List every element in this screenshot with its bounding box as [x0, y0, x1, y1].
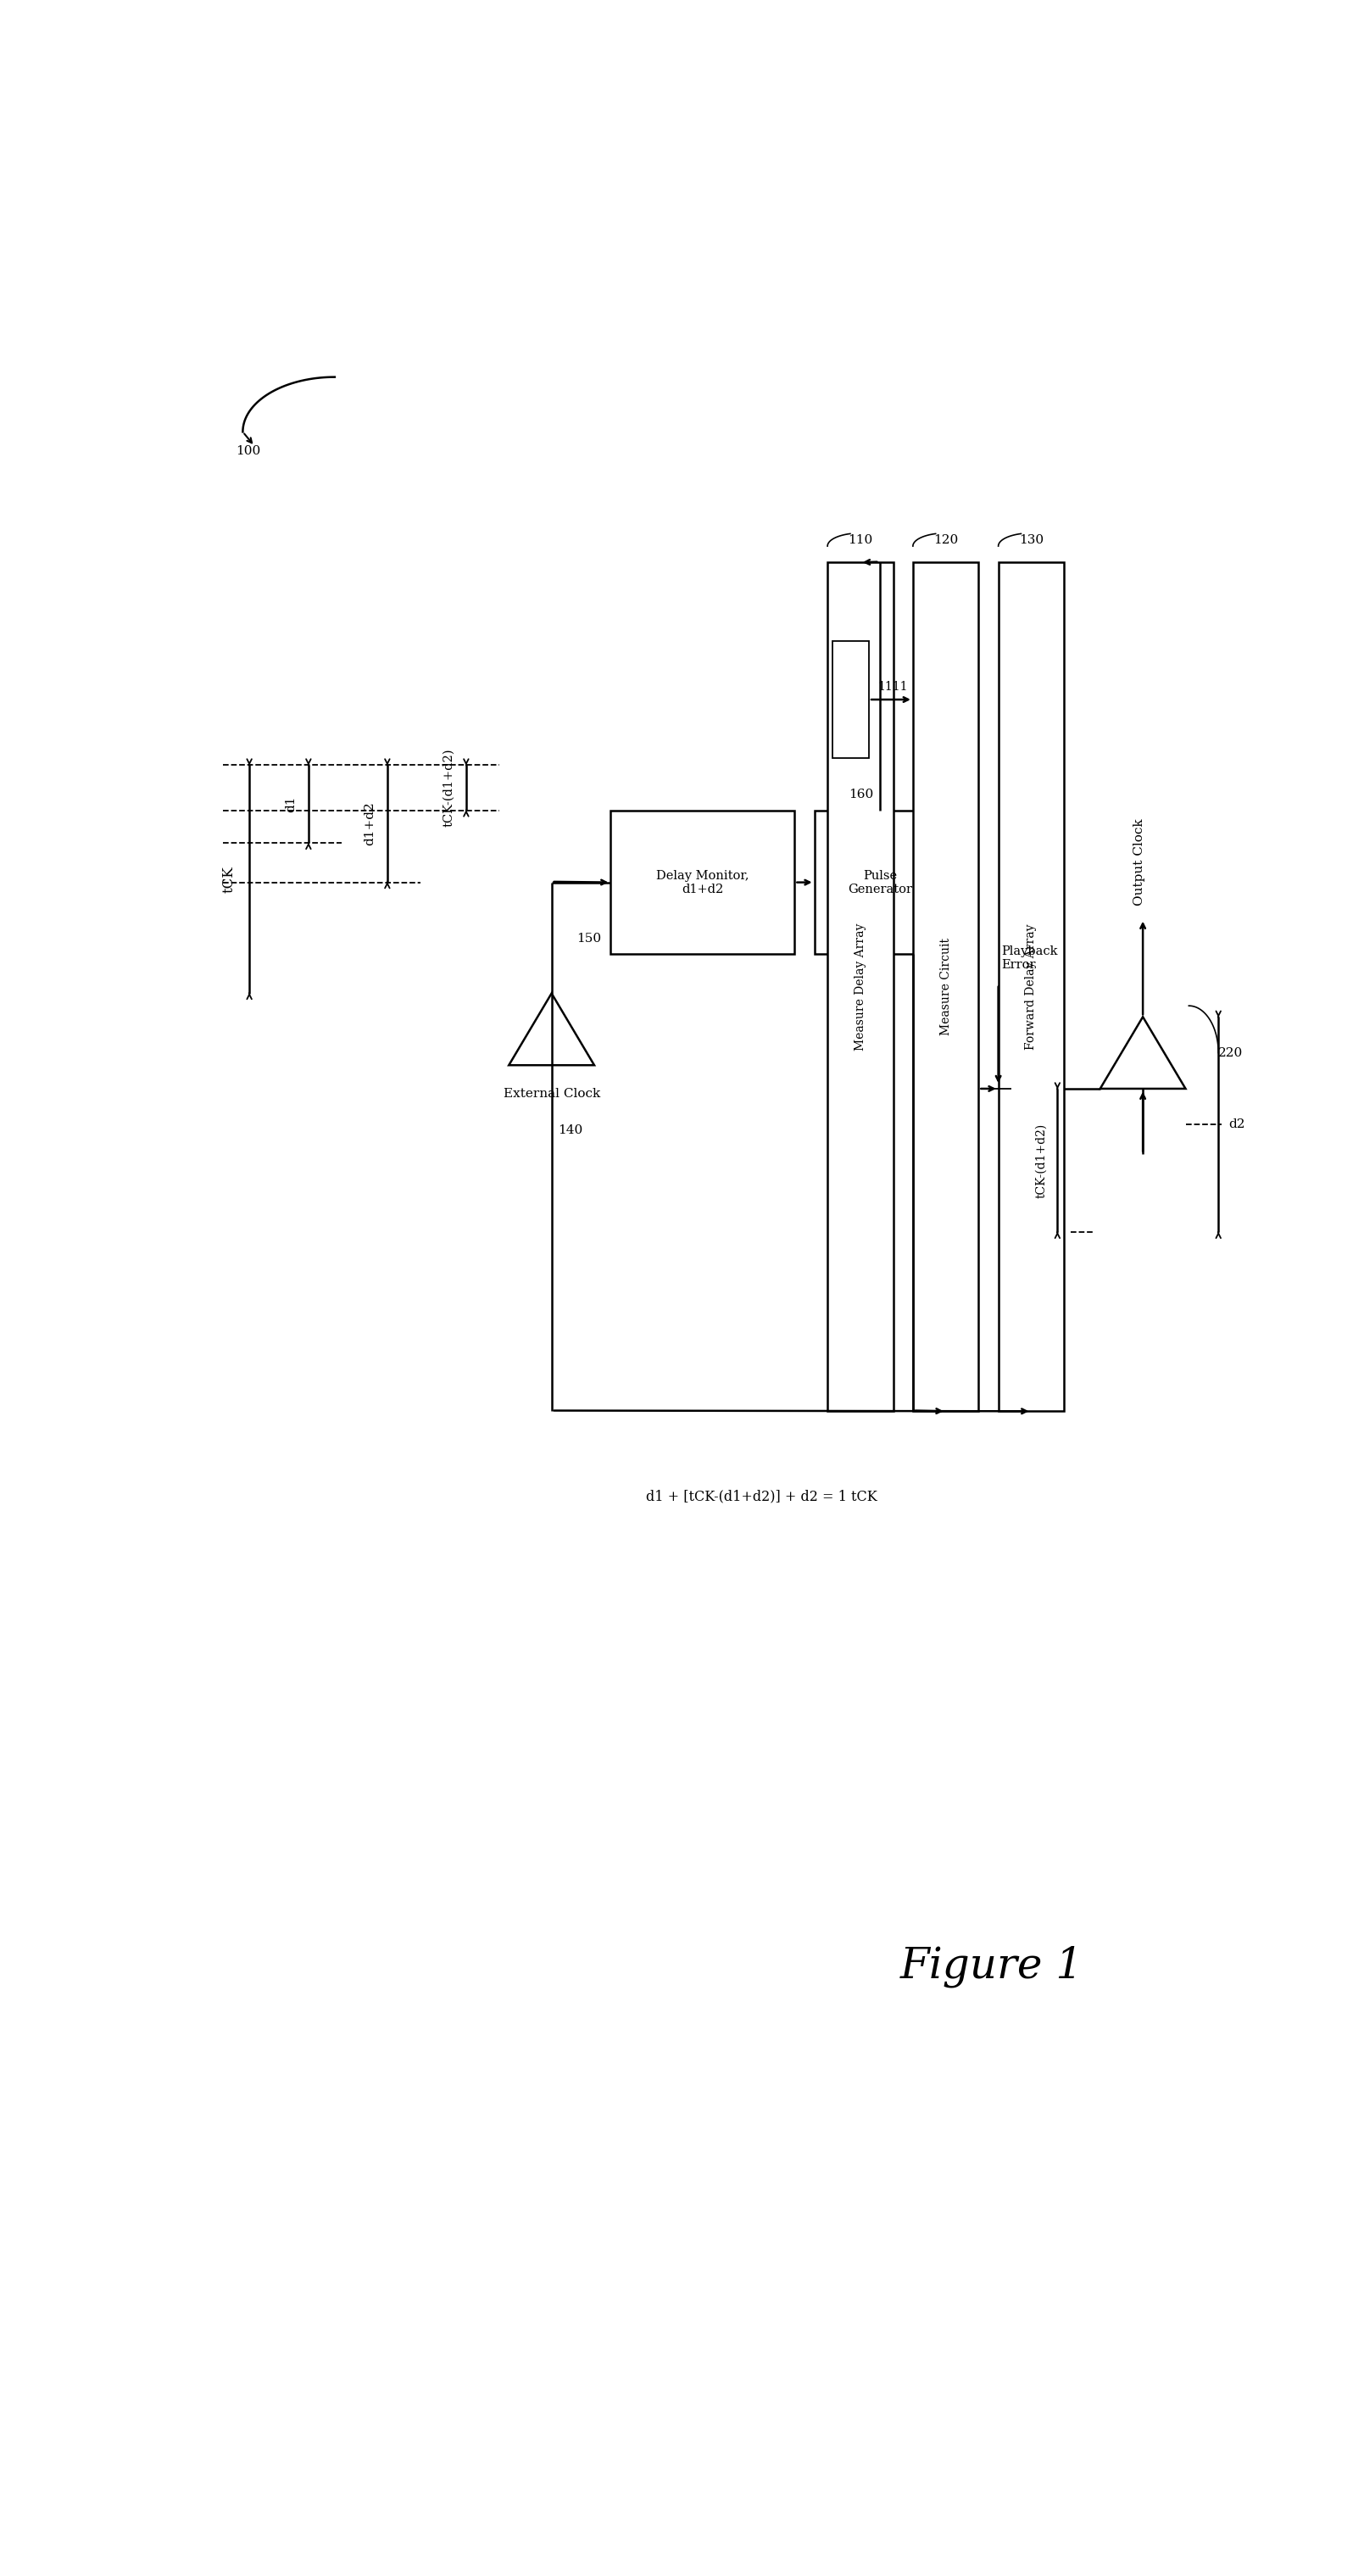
Text: 140: 140 [558, 1123, 582, 1136]
Bar [833, 641, 869, 757]
Bar [611, 811, 795, 953]
Bar [998, 562, 1064, 1412]
Text: d2: d2 [1228, 1118, 1245, 1131]
Text: 160: 160 [848, 788, 873, 801]
Text: Figure 1: Figure 1 [900, 1945, 1083, 1986]
Text: d1+d2: d1+d2 [364, 801, 375, 845]
Text: 1111: 1111 [877, 680, 907, 693]
Text: Measure Delay Array: Measure Delay Array [854, 922, 866, 1051]
Text: External Clock: External Clock [503, 1087, 600, 1100]
Text: 100: 100 [236, 446, 261, 459]
Text: tCK-(d1+d2): tCK-(d1+d2) [1035, 1123, 1048, 1198]
Text: d1: d1 [285, 796, 296, 811]
Bar [913, 562, 978, 1412]
Text: 130: 130 [1019, 533, 1043, 546]
Text: 150: 150 [576, 933, 600, 945]
Text: 120: 120 [933, 533, 958, 546]
Text: Output Clock: Output Clock [1133, 819, 1146, 907]
Text: Forward Delay Array: Forward Delay Array [1026, 925, 1037, 1051]
Text: tCK: tCK [222, 866, 236, 891]
Text: Measure Circuit: Measure Circuit [940, 938, 952, 1036]
Text: Delay Monitor,
d1+d2: Delay Monitor, d1+d2 [656, 871, 749, 896]
Bar [828, 562, 893, 1412]
Polygon shape [1101, 1018, 1185, 1090]
Text: 220: 220 [1218, 1046, 1243, 1059]
Text: Pulse
Generator: Pulse Generator [848, 871, 913, 896]
Bar [814, 811, 945, 953]
Text: Playback
Error: Playback Error [1001, 945, 1058, 971]
Text: d1 + [tCK-(d1+d2)] + d2 = 1 tCK: d1 + [tCK-(d1+d2)] + d2 = 1 tCK [647, 1489, 877, 1504]
Text: tCK-(d1+d2): tCK-(d1+d2) [442, 750, 454, 827]
Text: 110: 110 [848, 533, 873, 546]
Polygon shape [509, 994, 595, 1066]
